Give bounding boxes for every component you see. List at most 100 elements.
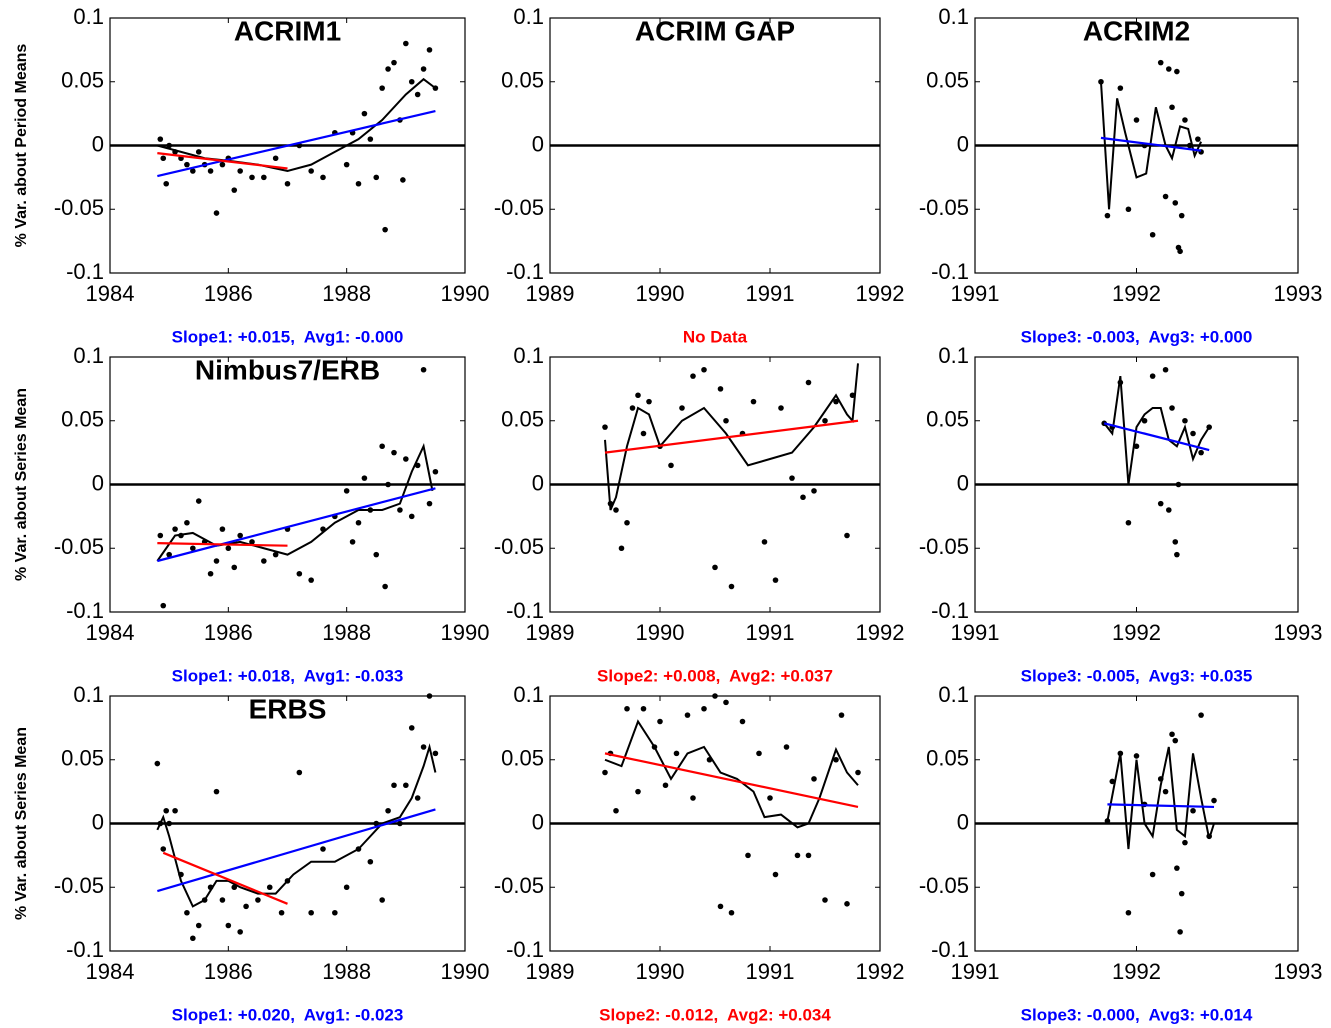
point: [1162, 788, 1169, 795]
point: [761, 539, 768, 545]
point: [163, 180, 170, 187]
x-tick-label: 1989: [526, 620, 575, 645]
y-axis-label: % Var. about Series Mean: [13, 388, 30, 581]
point: [712, 564, 718, 571]
x-tick-label: 1991: [951, 281, 1000, 306]
point: [408, 78, 415, 85]
point: [367, 858, 374, 865]
point: [343, 161, 350, 168]
point: [1211, 797, 1217, 804]
panel: -0.1 -0.05 0 0.05 0.1 1991 1992 1993 Slope3: -0.…: [919, 343, 1323, 686]
x-tick-label: 1992: [1112, 281, 1161, 306]
line: [1103, 375, 1211, 485]
x-tick-label: 1993: [1274, 281, 1323, 306]
x-tick-label: 1988: [322, 281, 371, 306]
point: [1166, 507, 1172, 513]
y-tick-label: 0: [532, 470, 544, 495]
x-tick-label: 1990: [441, 281, 490, 306]
point: [728, 909, 735, 916]
point: [750, 398, 757, 405]
panel: -0.1 -0.05 0 0.05 0.1 1984 1986 1988 1990 ERBS % V…: [13, 682, 489, 1025]
x-tick-label: 1984: [86, 620, 135, 645]
y-tick-label: 0: [532, 809, 544, 834]
panel: -0.1 -0.05 0 0.05 0.1 1989 1990 1991 1992 ACRIM G…: [494, 4, 905, 347]
point: [160, 602, 167, 609]
point: [343, 884, 350, 891]
point: [1162, 193, 1169, 200]
point: [1125, 909, 1132, 916]
point: [602, 769, 608, 776]
point: [237, 929, 243, 935]
line: [156, 743, 437, 908]
point: [166, 820, 172, 827]
caption: Slope1: +0.018, Avg1: -0.033: [172, 666, 404, 685]
point: [629, 405, 636, 411]
point: [361, 110, 368, 117]
point: [1174, 551, 1180, 558]
point: [1157, 500, 1164, 507]
line: [1103, 422, 1210, 452]
point: [379, 897, 385, 903]
point: [391, 782, 397, 789]
point: [190, 935, 196, 942]
y-tick-label: 0.05: [61, 746, 104, 771]
point: [195, 498, 202, 504]
point: [613, 507, 619, 513]
point: [624, 705, 630, 712]
line: [604, 419, 859, 454]
point: [403, 782, 409, 789]
point: [261, 174, 267, 181]
point: [426, 500, 433, 507]
point: [772, 577, 779, 583]
x-tick-label: 1990: [441, 620, 490, 645]
point: [219, 897, 226, 903]
panel: -0.1 -0.05 0 0.05 0.1 1989 1990 1991 1992 Slope2:…: [494, 343, 905, 686]
y-tick-label: -0.05: [54, 534, 104, 559]
point: [190, 545, 196, 552]
point: [712, 693, 718, 699]
caption: Slope3: -0.003, Avg3: +0.000: [1021, 327, 1253, 346]
point: [640, 705, 647, 712]
caption: No Data: [683, 327, 748, 346]
y-tick-label: -0.1: [66, 259, 104, 284]
point: [219, 526, 226, 532]
point: [355, 180, 362, 187]
point: [420, 744, 427, 750]
point: [154, 760, 161, 767]
chart-title: ACRIM2: [1083, 15, 1190, 46]
point: [822, 897, 828, 903]
point: [1169, 104, 1175, 111]
point: [391, 59, 397, 66]
line: [157, 152, 288, 170]
point: [385, 481, 391, 488]
point: [1104, 212, 1111, 219]
line: [162, 851, 288, 905]
point: [231, 564, 238, 571]
y-tick-label: -0.05: [919, 534, 969, 559]
y-tick-label: -0.05: [494, 534, 544, 559]
line: [157, 542, 288, 547]
y-tick-label: 0.1: [73, 343, 104, 368]
point: [679, 405, 685, 411]
x-tick-label: 1992: [1112, 959, 1161, 984]
caption: Slope1: +0.020, Avg1: -0.023: [172, 1005, 404, 1024]
point: [320, 846, 326, 852]
point: [157, 532, 164, 539]
point: [1125, 519, 1132, 526]
line: [604, 719, 859, 829]
point: [1149, 373, 1156, 379]
point: [266, 884, 273, 891]
point: [728, 583, 735, 590]
point: [249, 539, 255, 545]
point: [1174, 865, 1180, 871]
point: [701, 705, 707, 712]
point: [745, 852, 751, 859]
point: [1133, 753, 1140, 759]
point: [213, 558, 220, 564]
y-tick-label: -0.1: [506, 598, 544, 623]
y-tick-label: 0: [957, 131, 969, 156]
point: [833, 398, 839, 405]
x-tick-label: 1989: [526, 959, 575, 984]
point: [1117, 85, 1124, 91]
point: [163, 807, 170, 814]
